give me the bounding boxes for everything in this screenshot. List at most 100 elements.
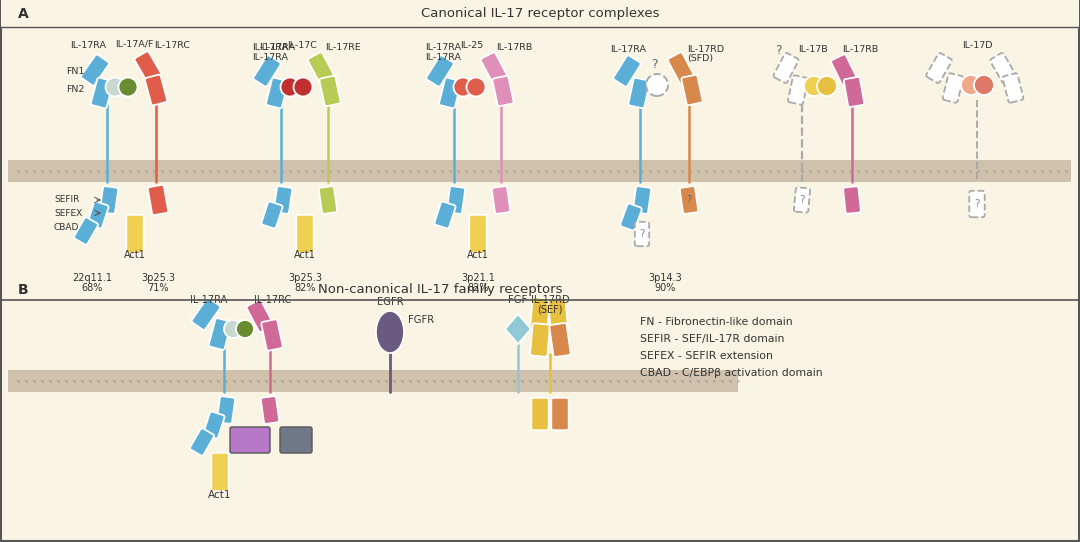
Bar: [8, 370, 738, 392]
Text: TRAF4: TRAF4: [232, 435, 268, 445]
Circle shape: [294, 78, 312, 96]
Text: SEFEX - SEFIR extension: SEFEX - SEFIR extension: [640, 351, 773, 361]
Text: (SFD): (SFD): [687, 54, 713, 62]
Bar: [1, 0, 1079, 27]
Circle shape: [224, 320, 242, 338]
FancyBboxPatch shape: [260, 396, 280, 424]
Text: ?: ?: [639, 229, 645, 239]
Text: CBAD: CBAD: [54, 223, 79, 231]
Text: ?: ?: [650, 57, 658, 70]
Text: IL-17RA: IL-17RA: [259, 43, 295, 53]
Text: Act1: Act1: [467, 250, 489, 260]
FancyBboxPatch shape: [280, 427, 312, 453]
FancyBboxPatch shape: [230, 427, 270, 453]
Circle shape: [106, 78, 124, 96]
Text: IL-17C: IL-17C: [287, 42, 316, 50]
FancyBboxPatch shape: [530, 323, 550, 357]
FancyBboxPatch shape: [470, 215, 487, 253]
Text: 3p25.3: 3p25.3: [288, 273, 322, 283]
Text: Act1: Act1: [294, 250, 316, 260]
Text: IL-25: IL-25: [460, 42, 483, 50]
FancyBboxPatch shape: [531, 398, 549, 430]
Text: FN2: FN2: [66, 86, 84, 94]
FancyBboxPatch shape: [208, 318, 231, 350]
FancyBboxPatch shape: [87, 202, 109, 229]
Text: ?: ?: [774, 43, 781, 56]
Text: IL-17RA: IL-17RA: [252, 54, 288, 62]
Text: Canonical IL-17 receptor complexes: Canonical IL-17 receptor complexes: [421, 8, 659, 21]
FancyBboxPatch shape: [253, 55, 281, 87]
FancyBboxPatch shape: [681, 75, 703, 105]
FancyBboxPatch shape: [635, 222, 649, 246]
FancyBboxPatch shape: [491, 186, 510, 214]
FancyBboxPatch shape: [843, 186, 861, 214]
Text: IL-17RA: IL-17RA: [426, 43, 461, 53]
Text: 71%: 71%: [147, 283, 168, 293]
Text: FN1: FN1: [66, 68, 84, 76]
Ellipse shape: [376, 311, 404, 353]
Text: 22q11.1: 22q11.1: [72, 273, 112, 283]
Text: FN - Fibronectin-like domain: FN - Fibronectin-like domain: [640, 317, 793, 327]
FancyBboxPatch shape: [667, 52, 694, 83]
Circle shape: [119, 78, 137, 96]
FancyBboxPatch shape: [135, 51, 162, 83]
FancyBboxPatch shape: [73, 217, 98, 245]
Text: EGFR: EGFR: [377, 297, 403, 307]
FancyBboxPatch shape: [548, 297, 568, 331]
Text: IL-17RA: IL-17RA: [252, 43, 288, 53]
FancyBboxPatch shape: [788, 75, 808, 105]
FancyBboxPatch shape: [927, 53, 951, 83]
Bar: [8, 160, 1071, 182]
FancyBboxPatch shape: [99, 186, 118, 214]
Text: IL-17RB: IL-17RB: [842, 46, 878, 55]
FancyBboxPatch shape: [308, 52, 334, 83]
FancyBboxPatch shape: [203, 411, 225, 438]
Text: 82%: 82%: [294, 283, 315, 293]
FancyBboxPatch shape: [296, 215, 313, 253]
FancyBboxPatch shape: [620, 203, 642, 230]
Text: IL-17RD: IL-17RD: [687, 44, 724, 54]
FancyBboxPatch shape: [319, 186, 337, 214]
FancyBboxPatch shape: [492, 76, 514, 106]
Text: 68%: 68%: [81, 283, 103, 293]
FancyBboxPatch shape: [427, 55, 454, 87]
Text: TK: TK: [288, 435, 303, 445]
Circle shape: [454, 78, 473, 96]
Circle shape: [281, 78, 299, 96]
FancyBboxPatch shape: [831, 54, 856, 86]
FancyBboxPatch shape: [530, 297, 550, 331]
Circle shape: [804, 76, 824, 96]
Text: CBAD - C/EBPβ activation domain: CBAD - C/EBPβ activation domain: [640, 368, 823, 378]
FancyBboxPatch shape: [212, 453, 229, 491]
FancyBboxPatch shape: [440, 78, 461, 108]
FancyBboxPatch shape: [191, 298, 220, 330]
Text: IL-17RA: IL-17RA: [426, 54, 461, 62]
FancyBboxPatch shape: [148, 185, 168, 215]
FancyBboxPatch shape: [773, 53, 798, 83]
FancyBboxPatch shape: [261, 319, 283, 351]
Text: Act1: Act1: [208, 490, 232, 500]
FancyBboxPatch shape: [633, 186, 651, 214]
FancyBboxPatch shape: [434, 202, 456, 229]
Circle shape: [646, 74, 669, 96]
FancyBboxPatch shape: [274, 186, 293, 214]
Text: IL-17RD: IL-17RD: [530, 295, 569, 305]
FancyBboxPatch shape: [261, 202, 283, 229]
FancyBboxPatch shape: [145, 75, 167, 105]
Text: FGFR: FGFR: [408, 315, 434, 325]
FancyBboxPatch shape: [794, 188, 810, 212]
FancyBboxPatch shape: [246, 300, 273, 332]
Text: ?: ?: [799, 195, 805, 205]
Circle shape: [974, 75, 994, 95]
FancyBboxPatch shape: [217, 396, 235, 424]
FancyBboxPatch shape: [970, 191, 985, 217]
Text: Act1: Act1: [124, 250, 146, 260]
Text: ?: ?: [974, 199, 980, 209]
Text: 82%: 82%: [468, 283, 489, 293]
FancyBboxPatch shape: [481, 52, 508, 83]
Text: IL-17D: IL-17D: [962, 41, 993, 49]
Text: IL-17RC: IL-17RC: [254, 295, 292, 305]
FancyBboxPatch shape: [629, 78, 649, 108]
Text: ?: ?: [687, 195, 691, 205]
FancyBboxPatch shape: [320, 76, 340, 106]
